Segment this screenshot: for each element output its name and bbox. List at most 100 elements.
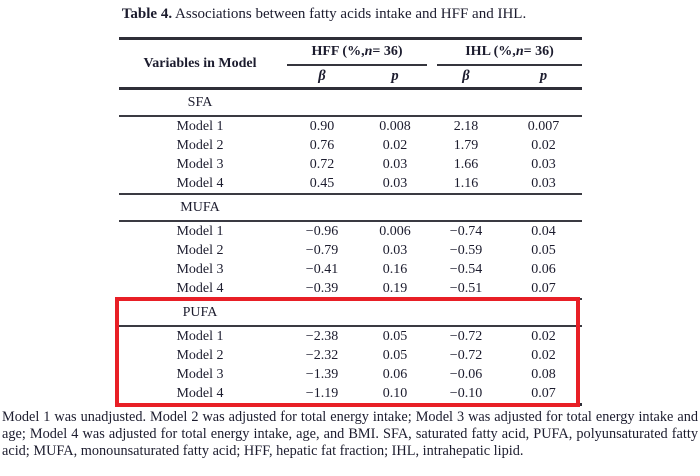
model-label: Model 2: [176, 137, 224, 153]
hff-p-value: 0.19: [382, 280, 408, 296]
table-caption-number: Table 4.: [121, 6, 173, 22]
hff-beta-value: 0.76: [309, 137, 335, 153]
hff-beta-value: 0.45: [309, 175, 335, 191]
table-caption: Table 4. Associations between fatty acid…: [0, 4, 648, 24]
ihl-beta-value: −0.59: [449, 242, 483, 258]
hff-p-value: 0.03: [382, 242, 408, 258]
ihl-beta-value: −0.72: [449, 328, 483, 344]
section-header-pufa: PUFA: [119, 300, 582, 325]
model-label: Model 1: [176, 328, 224, 344]
table-footnote: Model 1 was unadjusted. Model 2 was adju…: [2, 409, 698, 459]
table-row: Model 1 0.90 0.008 2.18 0.007: [119, 117, 582, 136]
ihl-p-value: 0.04: [531, 223, 556, 239]
ihl-group-suffix: = 36): [523, 44, 554, 59]
hff-p-value: 0.006: [379, 223, 411, 239]
hff-p-value: 0.008: [379, 118, 411, 134]
table-row: Model 2 −0.79 0.03 −0.59 0.05: [119, 241, 582, 260]
column-header-hff-p: p: [391, 68, 399, 84]
section-rule: [119, 115, 582, 117]
hff-group-prefix: HFF (%,: [311, 44, 365, 59]
table-row: Model 4 −0.39 0.19 −0.51 0.07: [119, 279, 582, 298]
hff-beta-value: 0.72: [309, 156, 335, 172]
model-label: Model 4: [176, 280, 224, 296]
model-label: Model 3: [176, 261, 224, 277]
model-label: Model 3: [176, 156, 224, 172]
hff-beta-value: −0.39: [305, 280, 339, 296]
model-label: Model 4: [176, 175, 224, 191]
ihl-subheader: β p: [427, 66, 582, 87]
hff-p-value: 0.10: [382, 385, 408, 401]
column-header-hff-beta: β: [318, 68, 326, 84]
hff-beta-value: −2.38: [305, 328, 339, 344]
table-row: Model 4 −1.19 0.10 −0.10 0.07: [119, 384, 582, 403]
table-row: Model 3 −1.39 0.06 −0.06 0.08: [119, 365, 582, 384]
ihl-p-value: 0.02: [531, 137, 556, 153]
ihl-beta-value: −0.51: [449, 280, 483, 296]
ihl-beta-value: 1.16: [453, 175, 479, 191]
hff-beta-value: 0.90: [309, 118, 335, 134]
hff-p-value: 0.02: [382, 137, 408, 153]
table-row: Model 3 −0.41 0.16 −0.54 0.06: [119, 260, 582, 279]
hff-beta-value: −0.41: [305, 261, 339, 277]
table-row: Model 1 −0.96 0.006 −0.74 0.04: [119, 222, 582, 241]
data-table: Variables in Model HFF (%, n = 36) IHL (…: [119, 37, 582, 406]
section-rule: [119, 220, 582, 222]
hff-p-value: 0.05: [382, 347, 408, 363]
hff-group-n: n: [364, 44, 373, 59]
ihl-beta-value: 1.79: [453, 137, 479, 153]
ihl-beta-value: −0.72: [449, 347, 483, 363]
column-header-ihl-beta: β: [462, 68, 470, 84]
ihl-beta-value: −0.54: [449, 261, 483, 277]
table-row: Model 2 0.76 0.02 1.79 0.02: [119, 136, 582, 155]
ihl-group-prefix: IHL (%,: [465, 44, 516, 59]
column-header-variables: Variables in Model: [143, 55, 257, 71]
section-rule: [119, 193, 582, 195]
model-label: Model 2: [176, 347, 224, 363]
ihl-p-value: 0.007: [527, 118, 560, 134]
table-row: Model 2 −2.32 0.05 −0.72 0.02: [119, 346, 582, 365]
ihl-p-value: 0.02: [531, 347, 556, 363]
ihl-p-value: 0.03: [531, 156, 556, 172]
ihl-p-value: 0.02: [531, 328, 556, 344]
section-rule: [119, 325, 582, 327]
hff-p-value: 0.05: [382, 328, 408, 344]
model-label: Model 4: [176, 385, 224, 401]
hff-subheader: β p: [281, 66, 427, 87]
hff-p-value: 0.06: [382, 366, 408, 382]
ihl-beta-value: 2.18: [453, 118, 479, 134]
hff-beta-value: −1.19: [305, 385, 339, 401]
column-group-hff: HFF (%, n = 36): [287, 40, 427, 66]
section-label: SFA: [187, 94, 213, 110]
hff-beta-value: −0.79: [305, 242, 339, 258]
model-label: Model 2: [176, 242, 224, 258]
hff-p-value: 0.16: [382, 261, 408, 277]
model-label: Model 1: [176, 223, 224, 239]
model-label: Model 1: [176, 118, 224, 134]
column-group-ihl: IHL (%, n = 36): [437, 40, 582, 66]
table-top-rule: [119, 37, 582, 40]
table-row: Model 4 0.45 0.03 1.16 0.03: [119, 174, 582, 193]
table-header: Variables in Model HFF (%, n = 36) IHL (…: [119, 40, 582, 87]
section-label: MUFA: [180, 199, 220, 215]
ihl-p-value: 0.08: [531, 366, 556, 382]
ihl-beta-value: −0.10: [449, 385, 483, 401]
hff-beta-value: −2.32: [305, 347, 339, 363]
hff-group-suffix: = 36): [372, 44, 403, 59]
table-row: Model 3 0.72 0.03 1.66 0.03: [119, 155, 582, 174]
section-header-mufa: MUFA: [119, 195, 582, 220]
column-header-ihl-p: p: [539, 68, 548, 84]
ihl-group-n: n: [515, 44, 524, 59]
section-header-sfa: SFA: [119, 90, 582, 115]
hff-p-value: 0.03: [382, 156, 408, 172]
section-label: PUFA: [182, 304, 218, 320]
ihl-p-value: 0.07: [531, 280, 556, 296]
table-bottom-rule: [119, 403, 582, 406]
table-caption-text: Associations between fatty acids intake …: [175, 6, 527, 22]
ihl-p-value: 0.07: [531, 385, 556, 401]
hff-beta-value: −0.96: [305, 223, 339, 239]
hff-p-value: 0.03: [382, 175, 408, 191]
ihl-p-value: 0.05: [531, 242, 556, 258]
ihl-beta-value: −0.06: [449, 366, 483, 382]
table-row: Model 1 −2.38 0.05 −0.72 0.02: [119, 327, 582, 346]
